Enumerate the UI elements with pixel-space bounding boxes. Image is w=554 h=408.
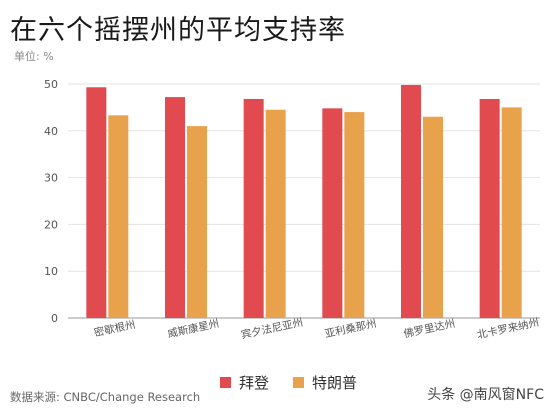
legend-label-trump: 特朗普: [312, 374, 358, 392]
x-category-label: 佛罗里达州: [402, 317, 456, 341]
chart-title: 在六个摇摆州的平均支持率: [10, 15, 346, 46]
x-category-label: 亚利桑那州: [324, 318, 378, 341]
legend-item-biden: 拜登: [220, 372, 269, 393]
unit-label: 单位: %: [14, 50, 54, 63]
x-category-label: 北卡罗来纳州: [476, 316, 540, 342]
data-source: 数据来源: CNBC/Change Research: [10, 390, 201, 404]
bar-trump: [187, 126, 207, 319]
x-category-label: 威斯康星州: [166, 317, 220, 341]
y-tick-label: 0: [51, 312, 58, 325]
x-category-label: 密歇根州: [93, 318, 137, 339]
y-tick-label: 50: [44, 78, 58, 91]
watermark: 头条 @南风窗NFC: [427, 387, 544, 403]
bar-trump: [265, 109, 286, 319]
y-tick-label: 10: [44, 265, 58, 278]
bar-biden: [401, 84, 421, 318]
bar-biden: [322, 108, 343, 318]
y-tick-label: 20: [44, 218, 58, 231]
legend: 拜登 特朗普: [220, 372, 357, 393]
bar-trump: [108, 115, 129, 318]
legend-swatch-trump: [293, 377, 305, 388]
bar-trump: [501, 107, 522, 319]
bar-biden: [243, 98, 264, 318]
bar-biden: [479, 98, 500, 318]
y-tick-label: 30: [44, 172, 58, 185]
x-category-label: 宾夕法尼亚州: [240, 316, 304, 342]
legend-item-trump: 特朗普: [293, 372, 357, 393]
bar-biden: [165, 97, 185, 318]
legend-swatch-biden: [220, 377, 231, 388]
bar-biden: [86, 87, 107, 318]
y-tick-label: 40: [44, 125, 58, 138]
bar-trump: [344, 112, 365, 318]
legend-label-biden: 拜登: [239, 374, 270, 392]
bar-trump: [423, 116, 443, 318]
